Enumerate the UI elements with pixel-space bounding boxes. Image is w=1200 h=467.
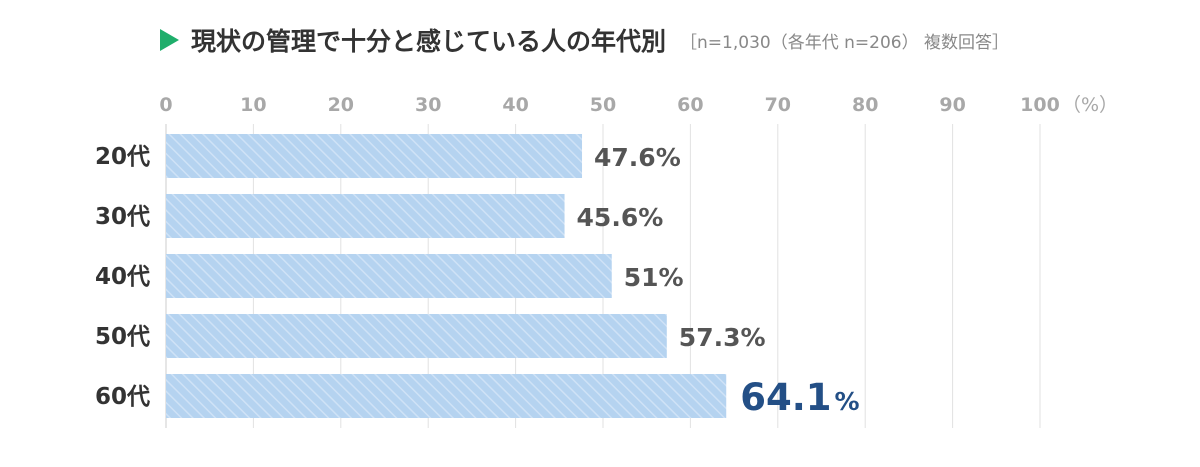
value-label: 47.6% — [594, 143, 681, 172]
category-label: 60代 — [95, 384, 150, 410]
x-tick-label: 20 — [328, 94, 354, 116]
bar-30代 — [166, 194, 565, 238]
bar-60代 — [166, 374, 727, 418]
x-tick-label: 0 — [159, 94, 172, 116]
bar-40代 — [166, 254, 612, 298]
x-tick-label: 70 — [765, 94, 791, 116]
triangle-marker-icon — [160, 29, 179, 51]
category-label: 40代 — [95, 264, 150, 290]
value-labels: 47.6% 45.6% 51% 57.3% 64.1% — [577, 143, 860, 419]
chart-title: 現状の管理で十分と感じている人の年代別 — [191, 27, 667, 56]
x-axis-ticks: 0 10 20 30 40 50 60 70 80 90 100 （%） — [159, 94, 1118, 116]
value-label: 45.6% — [577, 203, 664, 232]
value-label: 57.3% — [679, 323, 766, 352]
category-label: 50代 — [95, 324, 150, 350]
x-tick-label: 10 — [240, 94, 266, 116]
x-tick-label: 90 — [939, 94, 965, 116]
x-tick-label: 60 — [677, 94, 703, 116]
chart-title-row: 現状の管理で十分と感じている人の年代別 ［n=1,030（各年代 n=206） … — [160, 22, 1009, 58]
x-tick-label: 80 — [852, 94, 878, 116]
category-labels: 20代 30代 40代 50代 60代 — [95, 144, 150, 410]
category-label: 30代 — [95, 204, 150, 230]
value-label-highlight: 64.1% — [740, 376, 859, 419]
chart-subtitle: ［n=1,030（各年代 n=206） 複数回答］ — [680, 32, 1009, 53]
bars — [166, 134, 727, 418]
value-label: 51% — [624, 263, 684, 292]
x-tick-label: 50 — [590, 94, 616, 116]
x-axis-unit: （%） — [1062, 94, 1118, 116]
category-label: 20代 — [95, 144, 150, 170]
x-tick-label: 30 — [415, 94, 441, 116]
bar-20代 — [166, 134, 583, 178]
bar-50代 — [166, 314, 667, 358]
x-tick-label: 100 — [1020, 94, 1060, 116]
x-tick-label: 40 — [502, 94, 528, 116]
